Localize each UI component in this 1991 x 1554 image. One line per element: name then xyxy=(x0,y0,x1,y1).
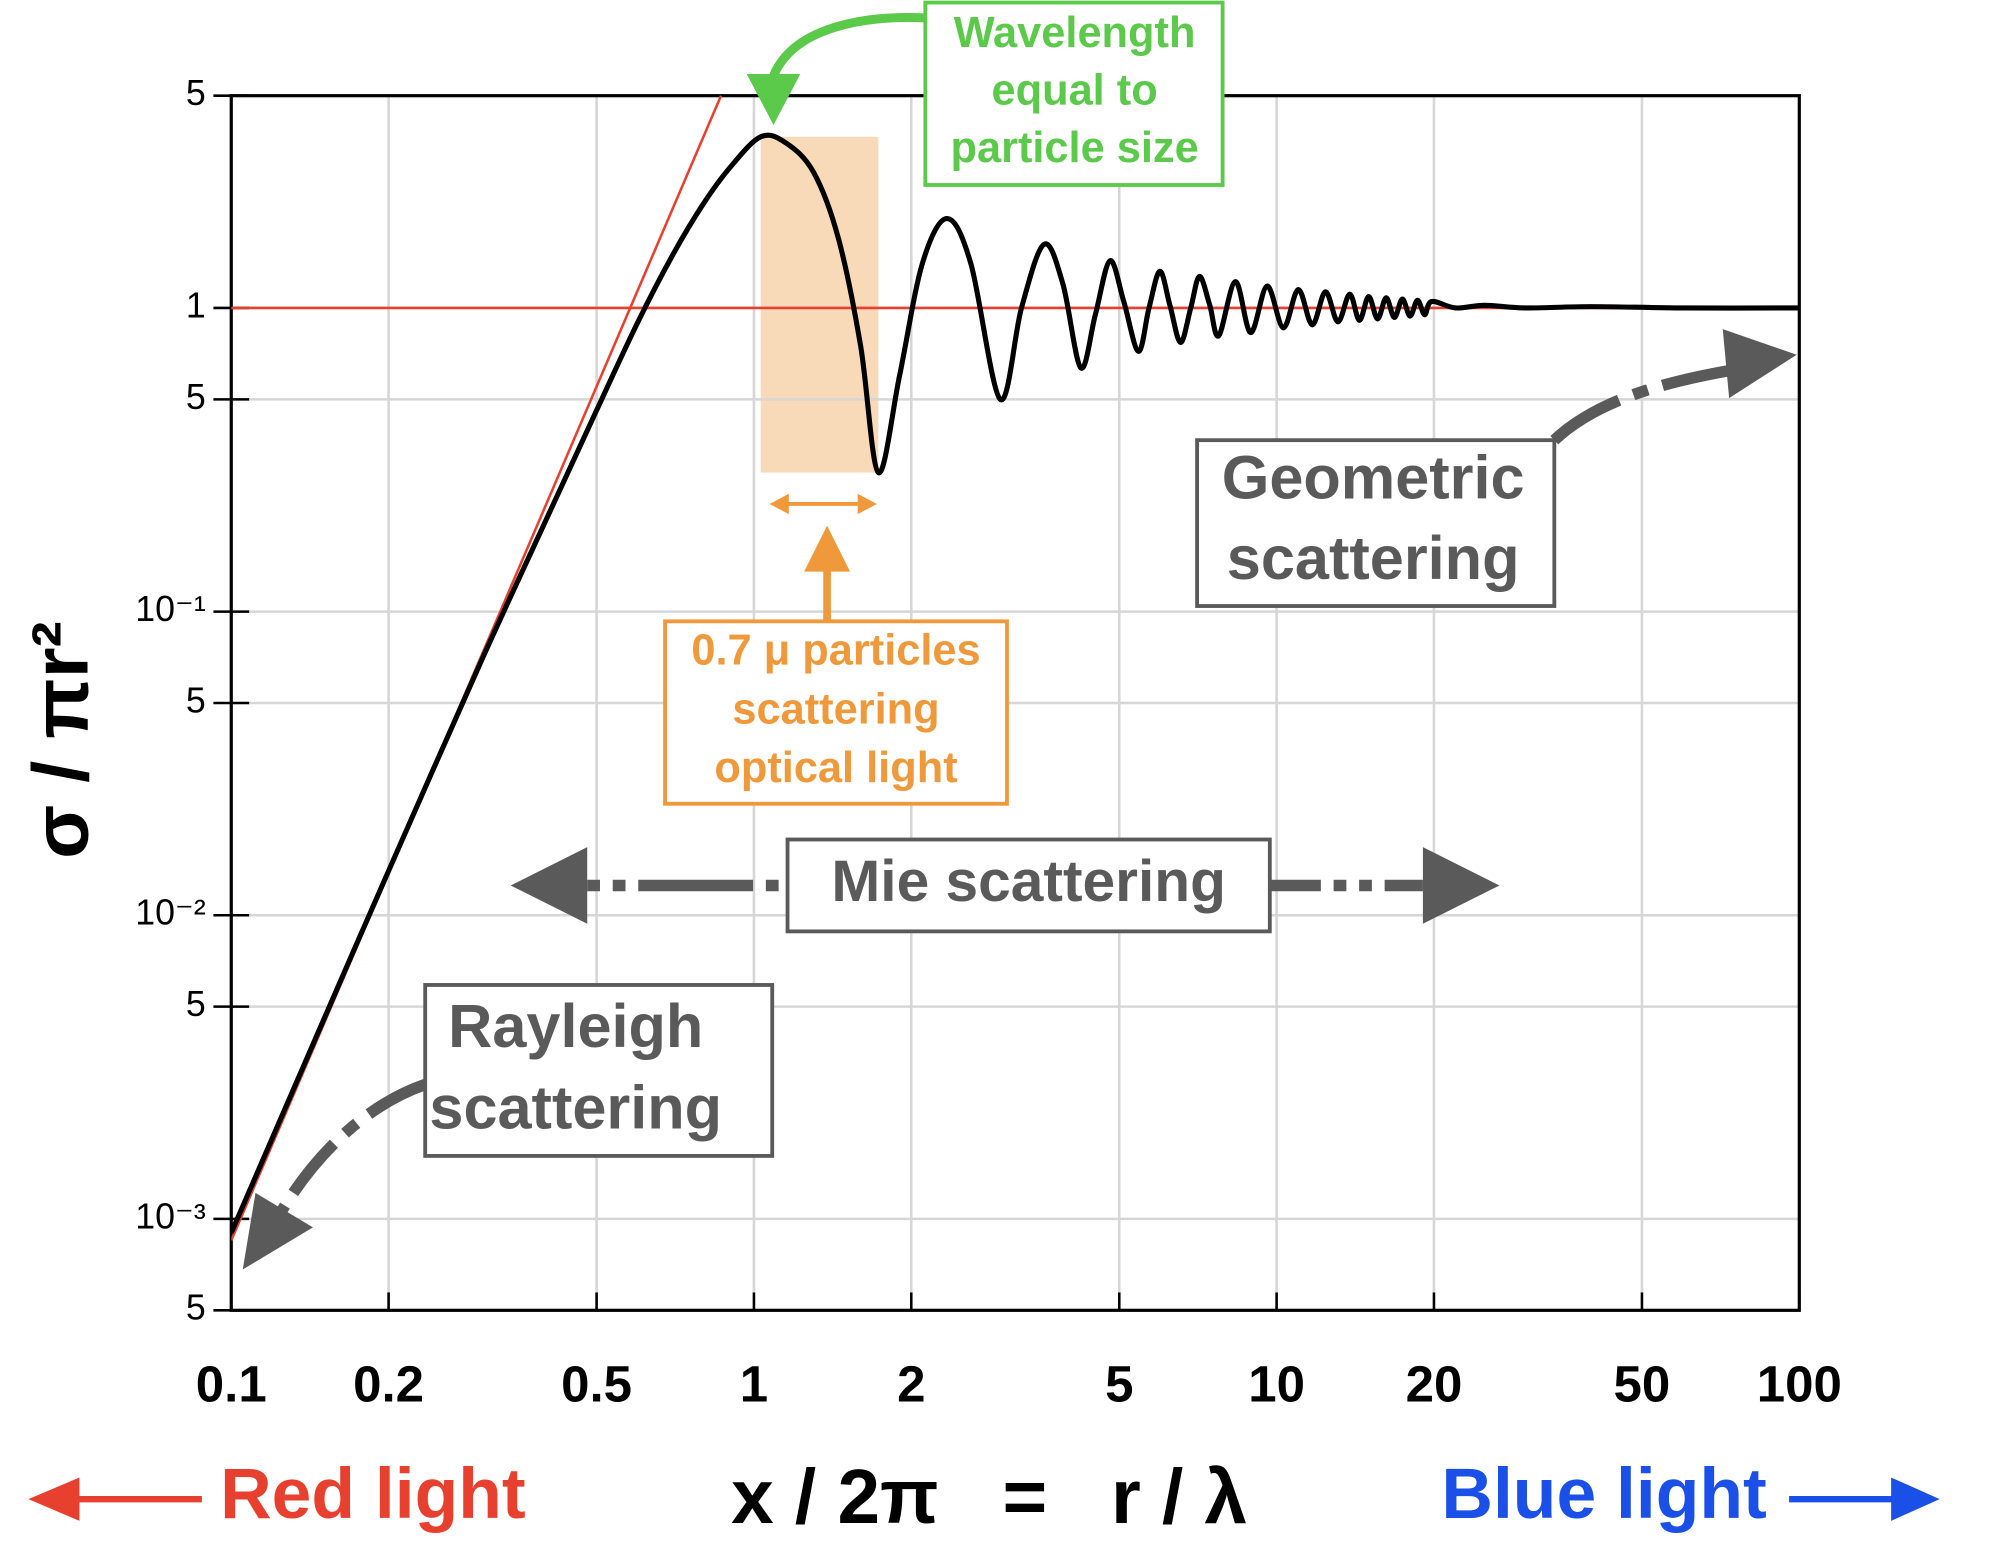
annotation-text: scattering xyxy=(1227,524,1520,592)
y-tick-label: 5 xyxy=(186,1288,206,1328)
arrowhead xyxy=(28,1477,80,1521)
x-tick-label: 1 xyxy=(740,1356,768,1413)
annotation-text: Mie scattering xyxy=(831,849,1226,914)
x-tick-label: 50 xyxy=(1614,1356,1671,1413)
x-axis-label: x / 2π = r / λ xyxy=(731,1455,1247,1540)
annotation-box xyxy=(923,0,1225,187)
y-tick-label: 5 xyxy=(186,680,206,720)
arrowhead xyxy=(857,493,877,515)
annotation-box xyxy=(1195,438,1557,608)
annotation-box xyxy=(785,837,1272,934)
x-tick-label: 100 xyxy=(1757,1356,1842,1413)
arrowhead xyxy=(242,1192,313,1270)
y-tick-label: 10⁻² xyxy=(135,893,206,933)
arrowhead xyxy=(746,74,801,126)
annotation-box xyxy=(663,619,1009,806)
arrowhead xyxy=(1422,847,1500,924)
annotation-text: Wavelength xyxy=(954,9,1196,57)
y-tick-label: 10⁻³ xyxy=(135,1196,206,1236)
annotation-box xyxy=(423,983,775,1158)
arrowhead xyxy=(1722,329,1797,399)
arrowhead xyxy=(769,493,789,515)
arrow xyxy=(768,13,926,81)
arrow xyxy=(1550,364,1734,445)
y-tick-label: 5 xyxy=(186,73,206,113)
annotation-text: scattering xyxy=(732,685,939,733)
arrow xyxy=(276,1079,428,1216)
x-tick-label: 0.5 xyxy=(561,1356,632,1413)
annotation-text: 0.7 μ particles xyxy=(691,627,980,675)
annotation-text: particle size xyxy=(950,124,1198,172)
x-tick-label: 2 xyxy=(897,1356,925,1413)
arrowhead xyxy=(510,847,588,924)
x-tick-label: 20 xyxy=(1406,1356,1463,1413)
x-tick-label: 5 xyxy=(1105,1356,1133,1413)
y-tick-label: 5 xyxy=(186,377,206,417)
background xyxy=(213,94,1801,1312)
blue-light-label: Blue light xyxy=(1441,1454,1766,1534)
series-line xyxy=(231,132,1800,1234)
x-tick-label: 0.1 xyxy=(196,1356,267,1413)
annotation-text: equal to xyxy=(991,67,1157,115)
annotation-text: Rayleigh xyxy=(448,992,703,1060)
x-tick-label: 10 xyxy=(1248,1356,1305,1413)
y-tick-label: 5 xyxy=(186,984,206,1024)
y-tick-label: 1 xyxy=(186,285,206,325)
arrowhead xyxy=(1891,1477,1940,1521)
annotation-text: scattering xyxy=(429,1074,722,1142)
annotations xyxy=(28,0,1940,1521)
red-light-label: Red light xyxy=(220,1454,526,1534)
arrowhead xyxy=(804,525,851,572)
highlight-region xyxy=(760,136,879,473)
y-tick-label: 10⁻¹ xyxy=(135,589,206,629)
annotation-text: optical light xyxy=(714,744,957,792)
y-axis-label: σ / πr² xyxy=(16,621,105,859)
x-tick-label: 0.2 xyxy=(353,1356,424,1413)
annotation-text: Geometric xyxy=(1222,443,1525,511)
